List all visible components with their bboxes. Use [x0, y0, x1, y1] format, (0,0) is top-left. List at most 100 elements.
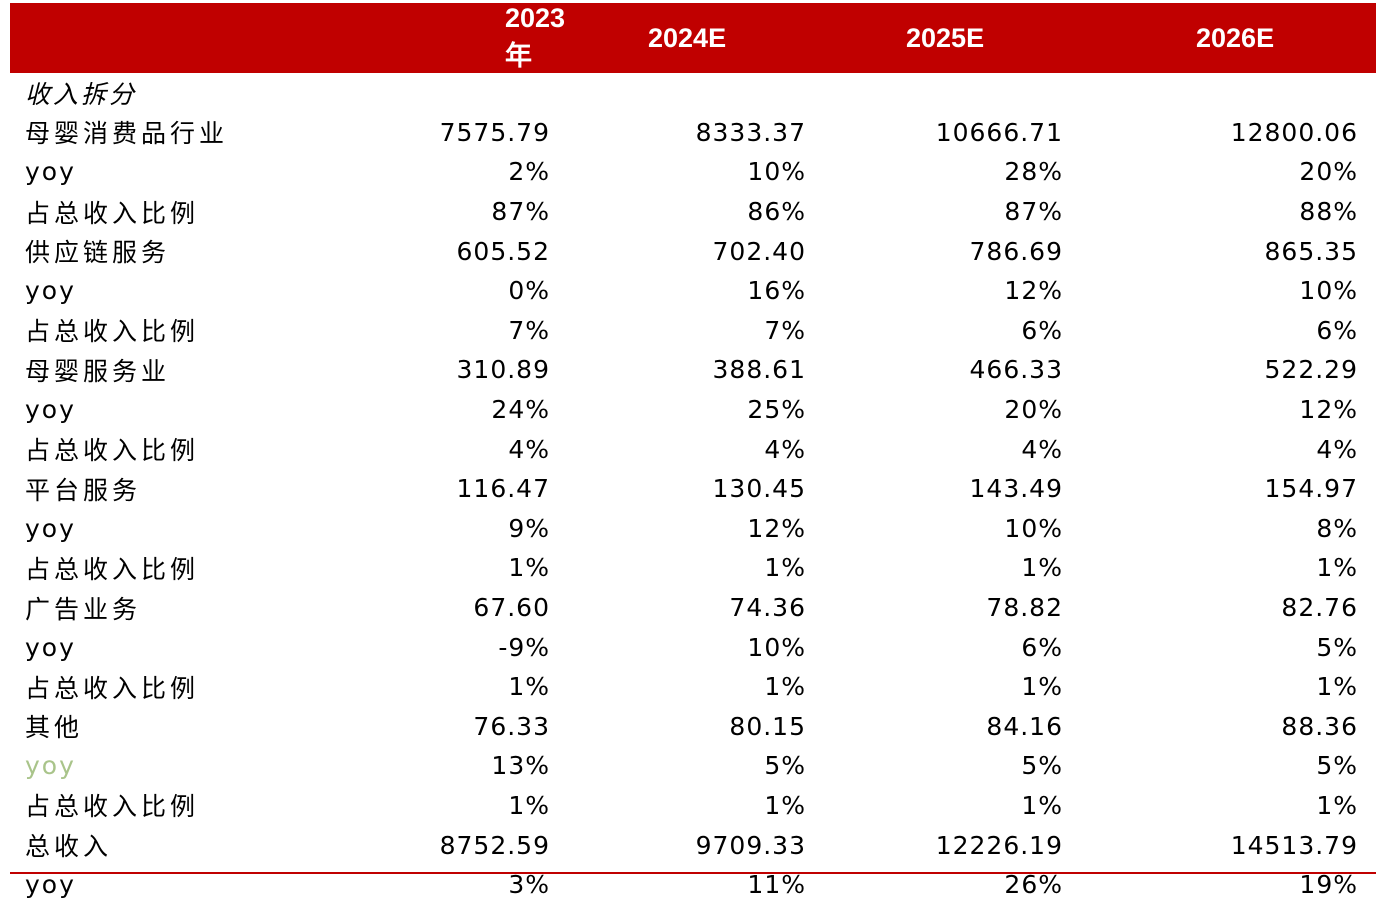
- cell-2024e: 10%: [747, 632, 806, 662]
- cell-2024e: 1%: [764, 553, 806, 583]
- cell-2025e: 10%: [1004, 513, 1063, 543]
- table-row: yoy 13% 5% 5% 5%: [10, 746, 1376, 786]
- cell-2026e: 20%: [1299, 157, 1358, 187]
- cell-2026e: 4%: [1316, 434, 1358, 464]
- cell-2025e: 78.82: [986, 593, 1063, 623]
- header-col-2025e: 2025E: [806, 3, 1063, 73]
- cell-2023: 87%: [491, 197, 550, 227]
- cell-2026e: 19%: [1299, 870, 1358, 900]
- cell-2025e: 5%: [1021, 751, 1063, 781]
- cell-2026e: 6%: [1316, 315, 1358, 345]
- cell-2023: 1%: [508, 672, 550, 702]
- cell-2026e: [1063, 73, 1376, 113]
- cell-2025e: 143.49: [969, 474, 1063, 504]
- cell-2025e: 12226.19: [935, 830, 1063, 860]
- revenue-breakdown-table: 2023 年 2024E 2025E 2026E 收入拆分 母婴消费品行业 7575…: [10, 3, 1376, 904]
- table-row: 平台服务 116.47 130.45 143.49 154.97: [10, 469, 1376, 509]
- cell-2026e: 82.76: [1281, 593, 1358, 623]
- table-row: 占总收入比例 7% 7% 6% 6%: [10, 311, 1376, 351]
- cell-2023: [250, 73, 550, 113]
- cell-2026e: 10%: [1299, 276, 1358, 306]
- cell-2026e: 88.36: [1281, 711, 1358, 741]
- row-label: yoy: [25, 395, 76, 425]
- row-label: 总收入: [25, 832, 113, 862]
- table-row: yoy -9% 10% 6% 5%: [10, 627, 1376, 667]
- row-label: yoy: [25, 632, 76, 662]
- cell-2026e: 88%: [1299, 197, 1358, 227]
- cell-2026e: 522.29: [1264, 355, 1358, 385]
- cell-2025e: 26%: [1004, 870, 1063, 900]
- cell-2023: 3%: [508, 870, 550, 900]
- row-label: yoy: [25, 751, 76, 781]
- row-label: yoy: [25, 157, 76, 187]
- cell-2024e: 1%: [764, 790, 806, 820]
- cell-2026e: 12%: [1299, 395, 1358, 425]
- table-row: yoy 9% 12% 10% 8%: [10, 509, 1376, 549]
- row-label: 收入拆分: [25, 79, 138, 109]
- row-label: 占总收入比例: [25, 792, 200, 822]
- cell-2023: 310.89: [456, 355, 550, 385]
- table-row: 母婴服务业 310.89 388.61 466.33 522.29: [10, 350, 1376, 390]
- cell-2026e: 1%: [1316, 672, 1358, 702]
- cell-2026e: 5%: [1316, 751, 1358, 781]
- cell-2023: 9%: [508, 513, 550, 543]
- cell-2025e: 6%: [1021, 315, 1063, 345]
- cell-2023: 7575.79: [439, 117, 550, 147]
- cell-2024e: 86%: [747, 197, 806, 227]
- revenue-breakdown-table-container: 2023 年 2024E 2025E 2026E 收入拆分 母婴消费品行业 7575…: [10, 3, 1376, 904]
- table-row: 占总收入比例 87% 86% 87% 88%: [10, 192, 1376, 232]
- cell-2023: 1%: [508, 553, 550, 583]
- table-row: 广告业务 67.60 74.36 78.82 82.76: [10, 588, 1376, 628]
- cell-2026e: 1%: [1316, 790, 1358, 820]
- header-col-2026e: 2026E: [1063, 3, 1376, 73]
- row-label: 广告业务: [25, 594, 142, 624]
- cell-2024e: 25%: [747, 395, 806, 425]
- cell-2025e: 10666.71: [935, 117, 1063, 147]
- cell-2026e: 5%: [1316, 632, 1358, 662]
- row-label: 占总收入比例: [25, 554, 200, 584]
- table-row: 母婴消费品行业 7575.79 8333.37 10666.71 12800.06: [10, 113, 1376, 153]
- table-body: 收入拆分 母婴消费品行业 7575.79 8333.37 10666.71 12800.0…: [10, 73, 1376, 904]
- row-label: 其他: [25, 713, 84, 743]
- cell-2023: 76.33: [473, 711, 550, 741]
- cell-2023: 7%: [508, 315, 550, 345]
- row-label: 母婴消费品行业: [25, 119, 229, 149]
- row-label: 占总收入比例: [25, 436, 200, 466]
- cell-2025e: 4%: [1021, 434, 1063, 464]
- cell-2024e: 7%: [764, 315, 806, 345]
- row-label: 占总收入比例: [25, 317, 200, 347]
- table-row: yoy 0% 16% 12% 10%: [10, 271, 1376, 311]
- cell-2023: -9%: [498, 632, 550, 662]
- cell-2024e: 16%: [747, 276, 806, 306]
- cell-2024e: 5%: [764, 751, 806, 781]
- table-row: 供应链服务 605.52 702.40 786.69 865.35: [10, 231, 1376, 271]
- cell-2023: 605.52: [456, 236, 550, 266]
- cell-2023: 2%: [508, 157, 550, 187]
- cell-2023: 8752.59: [439, 830, 550, 860]
- cell-2025e: 12%: [1004, 276, 1063, 306]
- cell-2025e: 28%: [1004, 157, 1063, 187]
- cell-2026e: 8%: [1316, 513, 1358, 543]
- table-row: 总收入 8752.59 9709.33 12226.19 14513.79: [10, 825, 1376, 865]
- cell-2026e: 865.35: [1264, 236, 1358, 266]
- cell-2023: 1%: [508, 790, 550, 820]
- table-row: 收入拆分: [10, 73, 1376, 113]
- cell-2024e: 130.45: [712, 474, 806, 504]
- table-row: 占总收入比例 1% 1% 1% 1%: [10, 786, 1376, 826]
- cell-2024e: [550, 73, 806, 113]
- table-row: yoy 2% 10% 28% 20%: [10, 152, 1376, 192]
- cell-2024e: 8333.37: [695, 117, 806, 147]
- cell-2024e: 1%: [764, 672, 806, 702]
- cell-2023: 24%: [491, 395, 550, 425]
- cell-2025e: [806, 73, 1063, 113]
- table-row: 占总收入比例 1% 1% 1% 1%: [10, 667, 1376, 707]
- cell-2023: 116.47: [456, 474, 550, 504]
- cell-2025e: 84.16: [986, 711, 1063, 741]
- cell-2025e: 1%: [1021, 790, 1063, 820]
- cell-2024e: 74.36: [729, 593, 806, 623]
- cell-2025e: 6%: [1021, 632, 1063, 662]
- cell-2023: 4%: [508, 434, 550, 464]
- cell-2025e: 1%: [1021, 553, 1063, 583]
- cell-2025e: 87%: [1004, 197, 1063, 227]
- header-label-cell: [10, 3, 250, 73]
